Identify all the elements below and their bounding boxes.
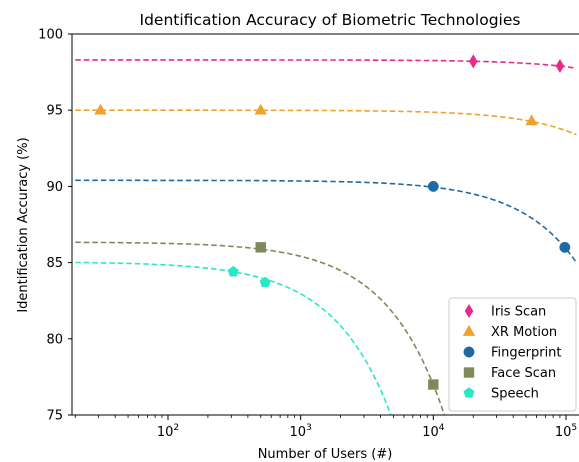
y-tick-label: 80 bbox=[46, 332, 63, 347]
x-tick-label: 102 bbox=[157, 423, 179, 440]
fit-line bbox=[75, 261, 392, 415]
data-point bbox=[428, 379, 439, 390]
y-tick-label: 100 bbox=[38, 28, 63, 43]
legend-marker bbox=[463, 346, 475, 358]
data-point bbox=[254, 103, 267, 115]
legend-box bbox=[448, 297, 577, 412]
legend-label: Fingerprint bbox=[491, 346, 562, 361]
legend-label: Face Scan bbox=[491, 366, 556, 381]
x-axis-label: Number of Users (#) bbox=[258, 447, 393, 462]
ticks: 75 80 85 90 95 100 102 103 104 105 bbox=[38, 28, 577, 441]
data-point bbox=[427, 180, 439, 192]
data-point bbox=[255, 242, 266, 253]
data-point bbox=[259, 276, 271, 288]
fit-lines bbox=[75, 59, 578, 415]
legend-label: XR Motion bbox=[491, 325, 557, 340]
data-markers bbox=[94, 54, 571, 390]
legend-label: Speech bbox=[491, 387, 539, 402]
legend-marker bbox=[462, 324, 476, 336]
fit-line bbox=[75, 59, 577, 69]
x-tick-label: 104 bbox=[422, 423, 445, 440]
legend-marker bbox=[464, 303, 474, 319]
x-tick-label: 105 bbox=[555, 423, 577, 440]
data-point bbox=[469, 54, 478, 69]
y-axis-label: Identification Accuracy (%) bbox=[16, 137, 31, 312]
y-tick-label: 85 bbox=[46, 256, 63, 271]
fit-line bbox=[75, 179, 578, 264]
legend-marker bbox=[463, 367, 475, 378]
chart-title: Identification Accuracy of Biometric Tec… bbox=[140, 11, 521, 29]
x-tick-label: 103 bbox=[290, 423, 312, 440]
data-point bbox=[94, 103, 107, 115]
y-tick-label: 95 bbox=[46, 104, 63, 119]
data-point bbox=[525, 114, 538, 126]
y-tick-label: 90 bbox=[46, 180, 63, 195]
axes bbox=[71, 33, 579, 416]
fit-line bbox=[75, 109, 577, 136]
data-point bbox=[227, 265, 239, 277]
legend: Iris Scan XR Motion Fingerprint Face Scan Sp… bbox=[448, 297, 577, 412]
y-tick-label: 75 bbox=[46, 409, 63, 424]
data-point bbox=[555, 58, 565, 74]
fit-line bbox=[75, 241, 446, 415]
data-point bbox=[559, 241, 571, 253]
legend-label: Iris Scan bbox=[491, 305, 546, 320]
legend-marker bbox=[463, 387, 475, 398]
